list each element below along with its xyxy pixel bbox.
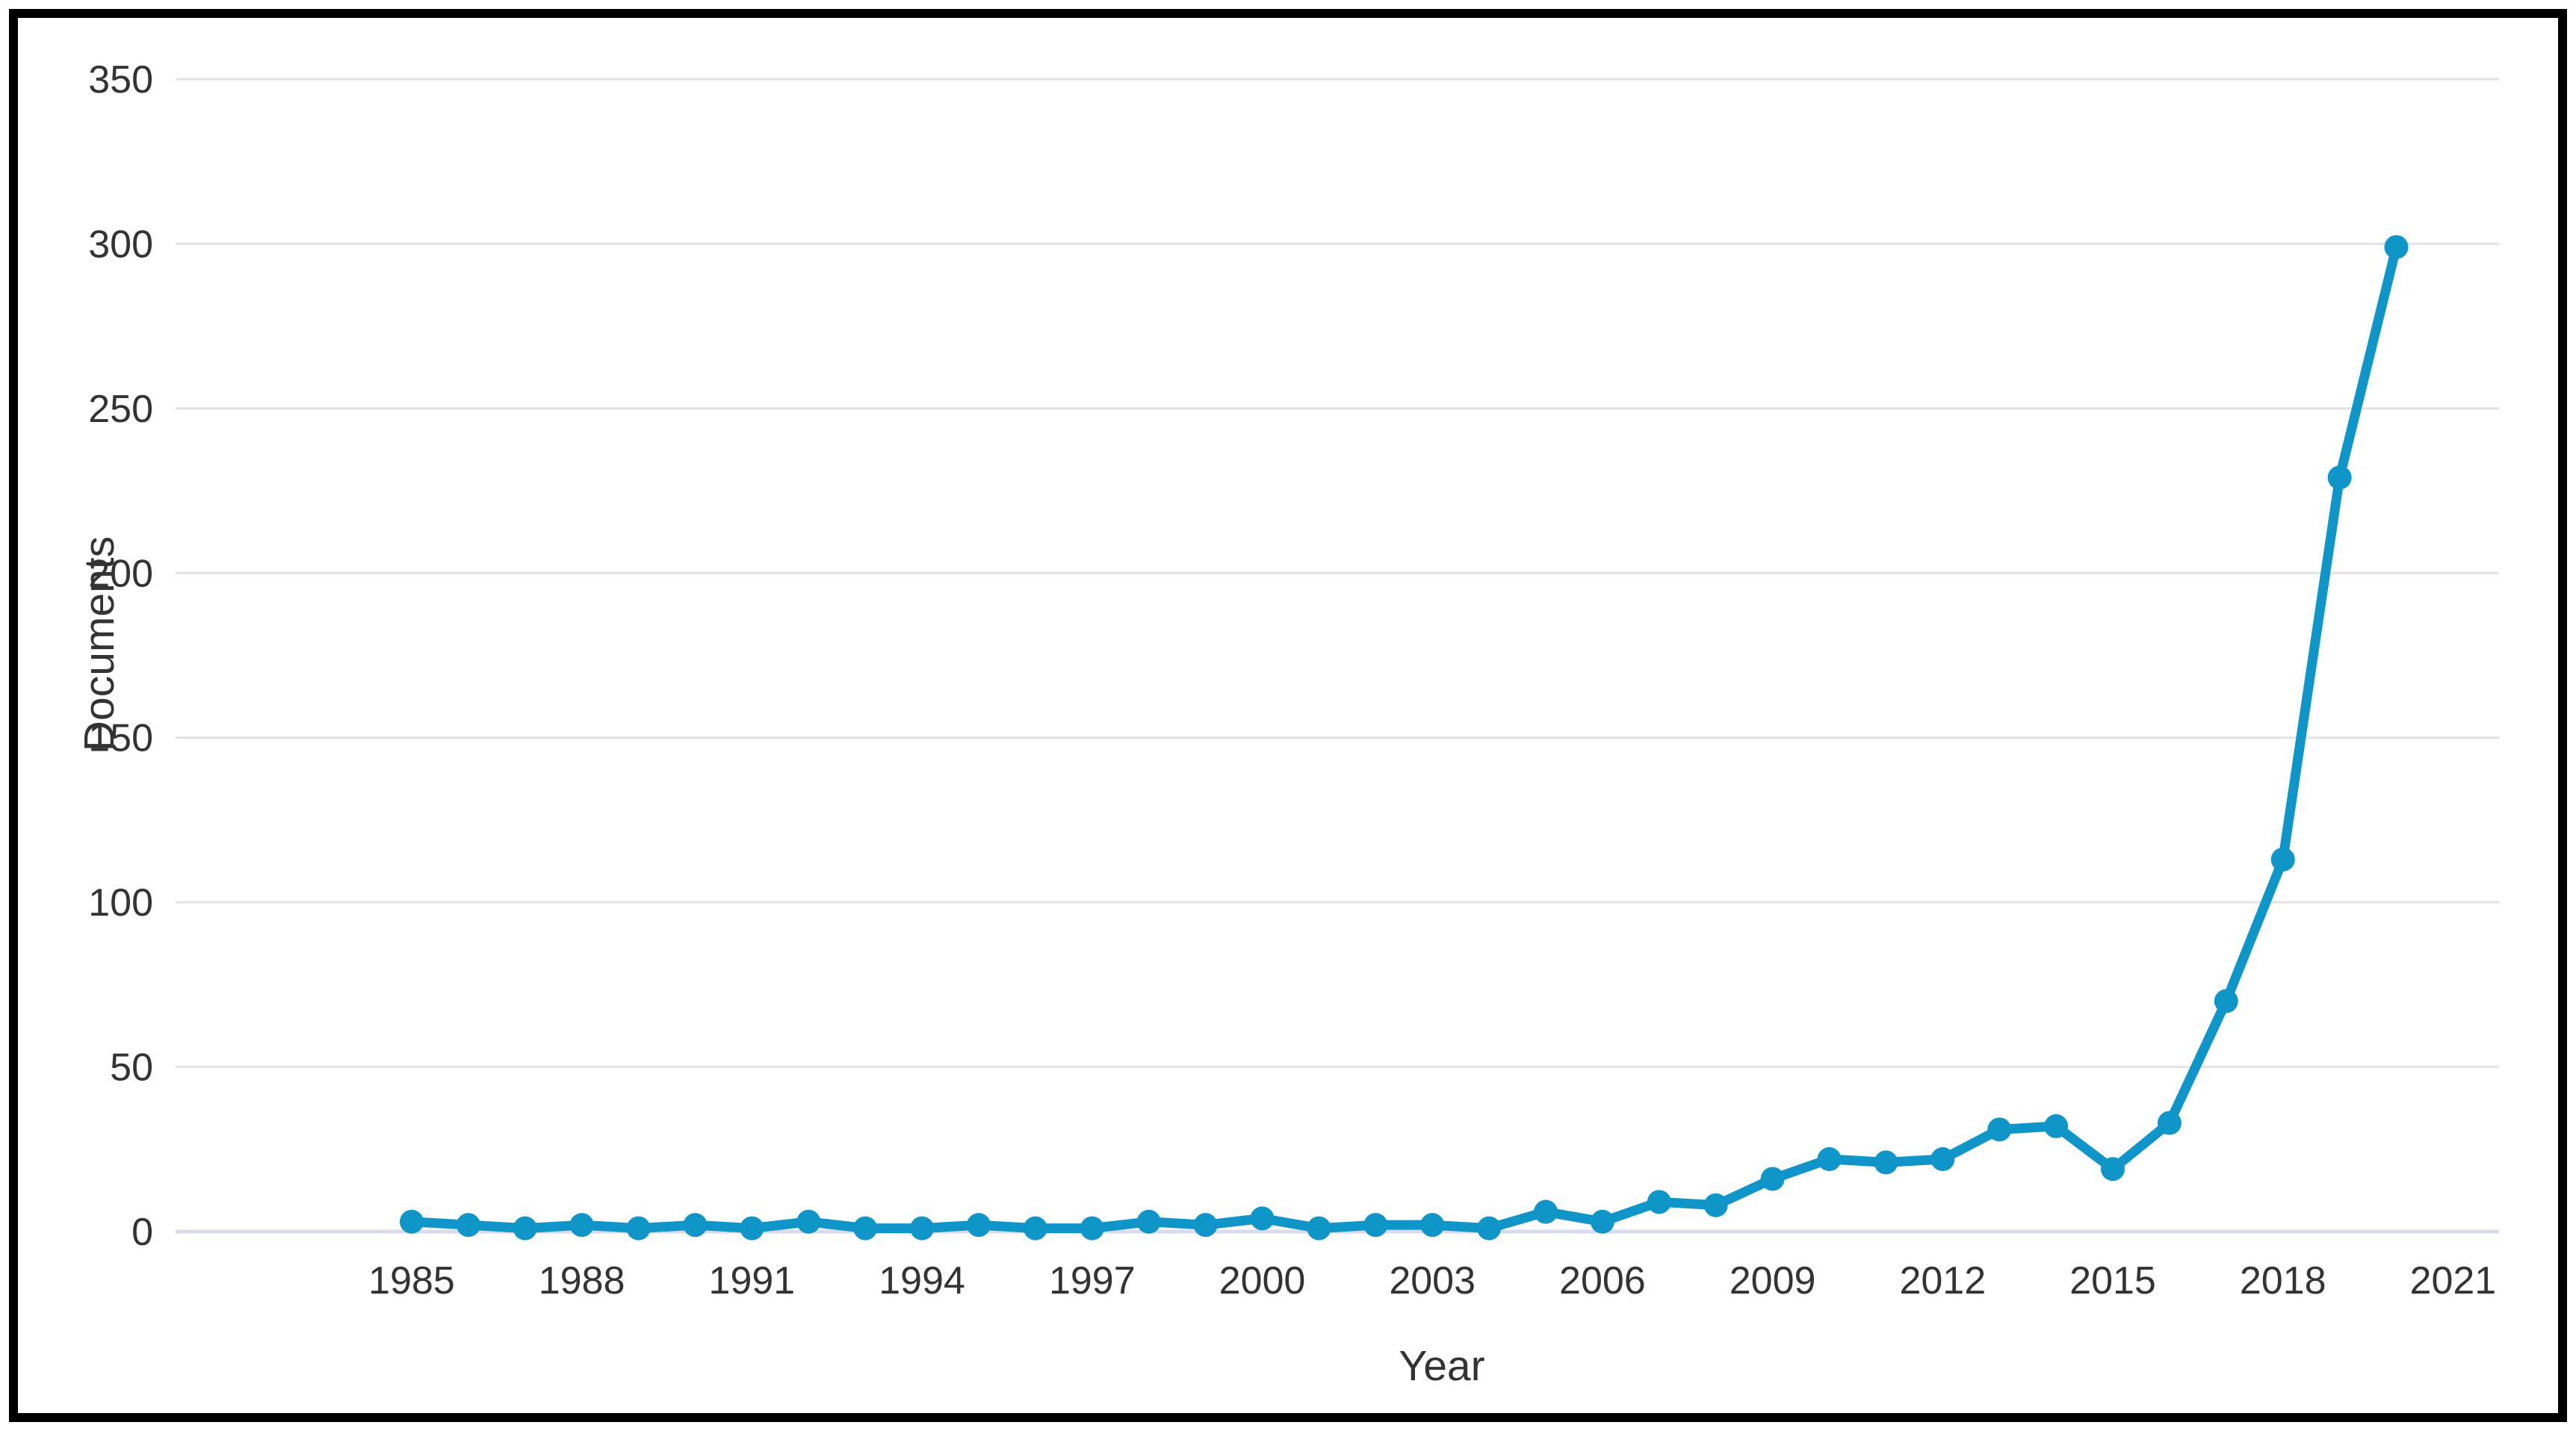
data-point-2017[interactable] bbox=[2214, 989, 2238, 1014]
data-point-2003[interactable] bbox=[1420, 1213, 1445, 1238]
y-axis-tick-labels: 0 50 100 150 200 250 300 350 bbox=[88, 58, 153, 1254]
x-tick-label-2006: 2006 bbox=[1559, 1259, 1646, 1303]
x-tick-label-2003: 2003 bbox=[1389, 1259, 1476, 1303]
data-point-2004[interactable] bbox=[1477, 1216, 1502, 1241]
data-point-1991[interactable] bbox=[740, 1216, 764, 1241]
data-point-1992[interactable] bbox=[796, 1209, 821, 1234]
data-point-1990[interactable] bbox=[683, 1213, 708, 1238]
data-point-1997[interactable] bbox=[1080, 1216, 1104, 1241]
data-point-1987[interactable] bbox=[513, 1216, 537, 1241]
gridlines-group bbox=[176, 78, 2499, 1234]
data-point-2020[interactable] bbox=[2384, 235, 2409, 259]
data-point-1986[interactable] bbox=[456, 1213, 480, 1238]
data-point-1998[interactable] bbox=[1136, 1209, 1161, 1234]
data-point-2013[interactable] bbox=[1987, 1117, 2012, 1142]
documents-series bbox=[400, 235, 2409, 1241]
x-tick-label-2021: 2021 bbox=[2410, 1259, 2497, 1303]
data-point-2002[interactable] bbox=[1363, 1213, 1388, 1238]
x-axis-title: Year bbox=[1399, 1342, 1484, 1390]
x-tick-label-2018: 2018 bbox=[2240, 1259, 2326, 1303]
x-tick-label-1988: 1988 bbox=[539, 1259, 625, 1303]
data-point-2001[interactable] bbox=[1307, 1216, 1331, 1241]
figure-border bbox=[9, 9, 2567, 1422]
data-point-1993[interactable] bbox=[853, 1216, 878, 1241]
data-point-1994[interactable] bbox=[910, 1216, 935, 1241]
y-tick-label-150: 150 bbox=[88, 717, 153, 760]
y-axis-title: Documents bbox=[75, 536, 123, 751]
data-point-2018[interactable] bbox=[2270, 847, 2295, 872]
data-point-1989[interactable] bbox=[626, 1216, 651, 1241]
data-point-2000[interactable] bbox=[1250, 1206, 1275, 1231]
x-tick-label-2000: 2000 bbox=[1219, 1259, 1306, 1303]
y-tick-label-200: 200 bbox=[88, 552, 153, 595]
data-point-2007[interactable] bbox=[1647, 1190, 1671, 1214]
data-point-2012[interactable] bbox=[1931, 1147, 1955, 1172]
y-tick-label-350: 350 bbox=[88, 58, 153, 102]
data-point-1996[interactable] bbox=[1023, 1216, 1047, 1241]
data-point-1995[interactable] bbox=[967, 1213, 991, 1238]
data-point-2006[interactable] bbox=[1590, 1209, 1614, 1234]
x-tick-label-1991: 1991 bbox=[709, 1259, 796, 1303]
data-point-2014[interactable] bbox=[2044, 1114, 2069, 1138]
data-point-2008[interactable] bbox=[1703, 1193, 1728, 1217]
data-point-2009[interactable] bbox=[1760, 1167, 1785, 1191]
x-tick-label-2015: 2015 bbox=[2069, 1259, 2156, 1303]
x-tick-label-2012: 2012 bbox=[1899, 1259, 1986, 1303]
y-tick-label-0: 0 bbox=[131, 1211, 153, 1254]
data-point-2010[interactable] bbox=[1817, 1147, 1842, 1172]
y-tick-label-300: 300 bbox=[88, 223, 153, 266]
x-tick-label-1994: 1994 bbox=[879, 1259, 965, 1303]
y-tick-label-50: 50 bbox=[110, 1046, 153, 1090]
data-point-2016[interactable] bbox=[2157, 1111, 2182, 1135]
data-point-1988[interactable] bbox=[569, 1213, 594, 1238]
data-point-2019[interactable] bbox=[2327, 465, 2352, 490]
x-tick-label-1985: 1985 bbox=[368, 1259, 455, 1303]
data-point-2015[interactable] bbox=[2101, 1157, 2125, 1182]
x-axis-tick-labels: 1985 1988 1991 1994 1997 2000 2003 2006 2009 2012… bbox=[368, 1259, 2496, 1303]
x-tick-label-2009: 2009 bbox=[1730, 1259, 1816, 1303]
data-point-1999[interactable] bbox=[1193, 1213, 1218, 1238]
y-tick-label-250: 250 bbox=[88, 388, 153, 431]
data-point-2005[interactable] bbox=[1534, 1199, 1558, 1224]
data-point-2011[interactable] bbox=[1874, 1150, 1898, 1175]
y-tick-label-100: 100 bbox=[88, 881, 153, 925]
x-tick-label-1997: 1997 bbox=[1049, 1259, 1136, 1303]
data-point-1985[interactable] bbox=[400, 1209, 424, 1234]
